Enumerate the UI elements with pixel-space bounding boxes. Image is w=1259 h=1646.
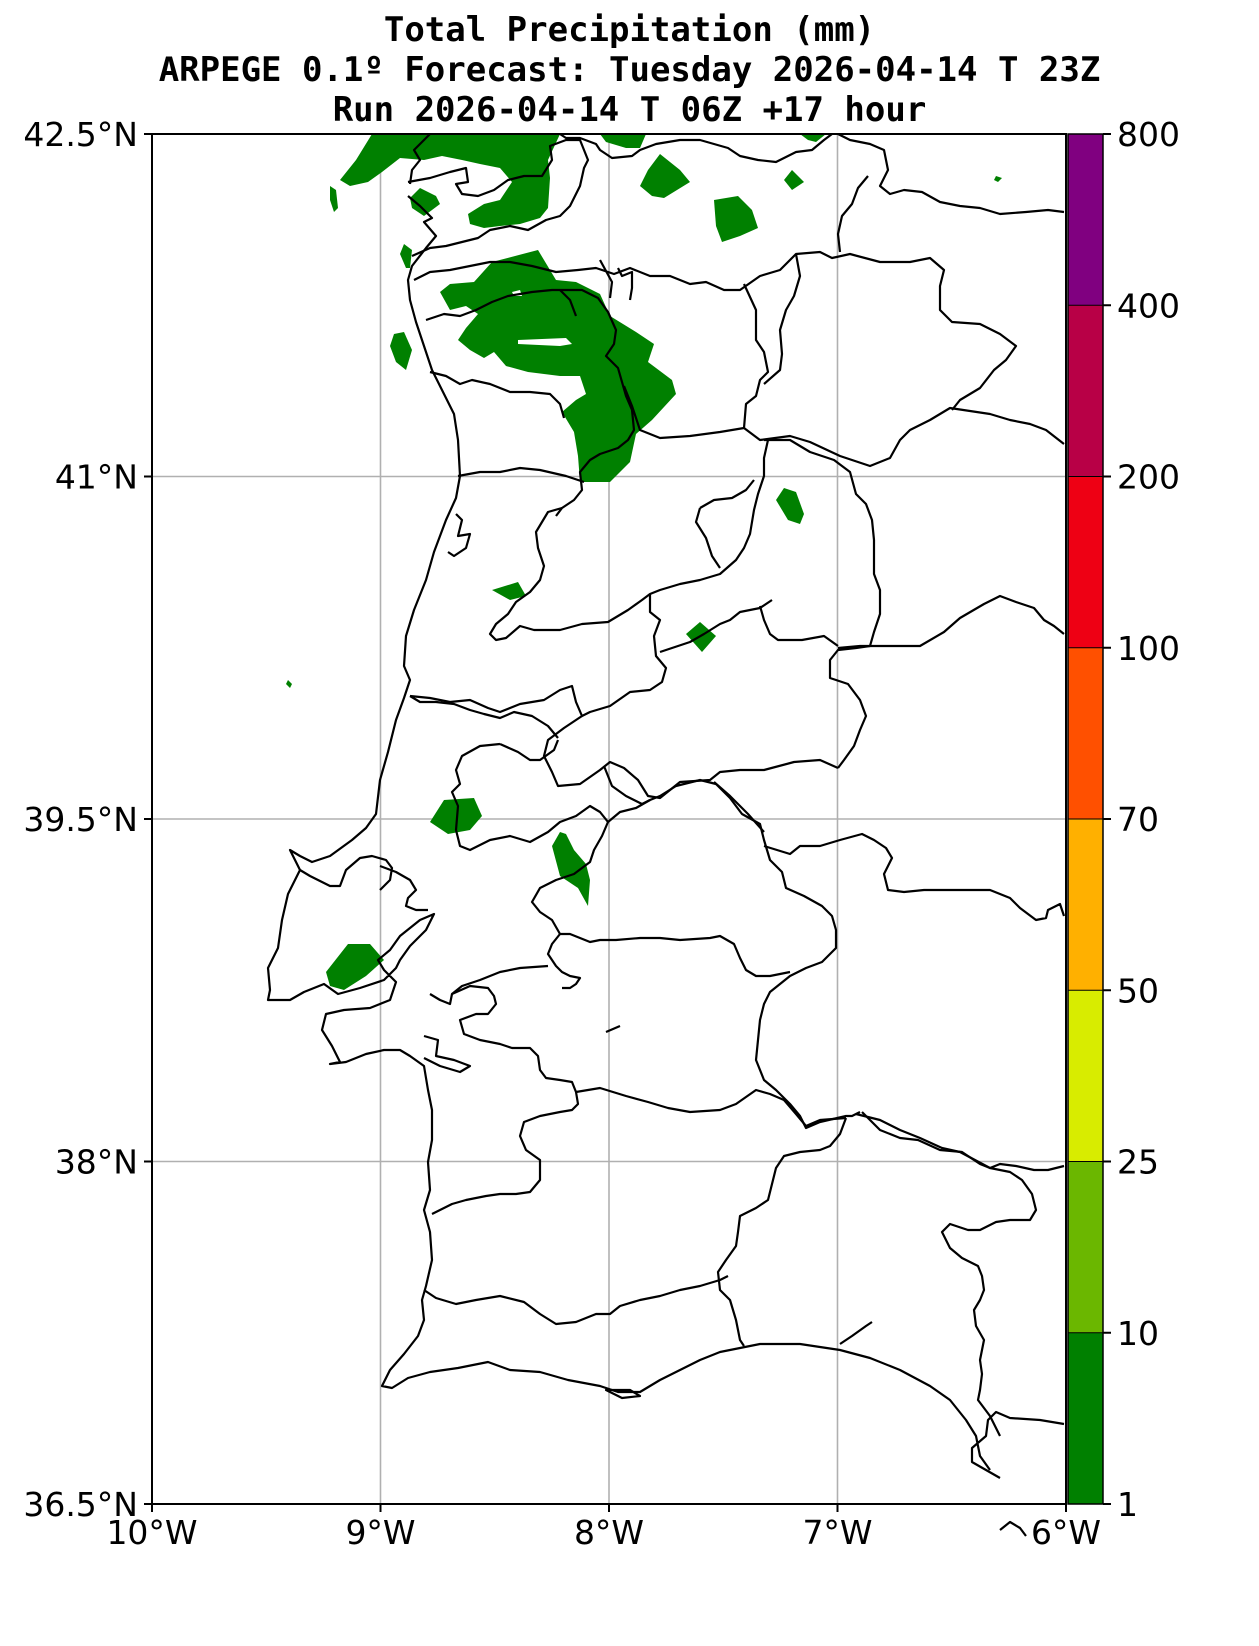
longitude-ticks: 10°W 9°W 8°W 7°W 6°W <box>106 1504 1101 1552</box>
colorbar-segment <box>1068 647 1103 819</box>
border <box>622 385 1065 468</box>
border <box>530 821 791 1034</box>
coastline <box>266 133 1065 1479</box>
precip-area <box>776 488 804 524</box>
border <box>409 594 668 718</box>
map-title: Total Precipitation (mm) <box>383 10 876 50</box>
border <box>407 138 590 258</box>
border <box>423 1275 729 1326</box>
colorbar-label: 50 <box>1117 971 1159 1010</box>
border <box>602 765 861 1130</box>
border <box>575 1086 847 1128</box>
border <box>542 715 839 800</box>
border <box>837 594 1065 650</box>
border <box>488 439 770 642</box>
precip-area <box>410 188 440 216</box>
estuary <box>839 1321 873 1345</box>
precip-area <box>800 134 826 142</box>
precip-area <box>400 244 412 268</box>
precip-area <box>430 798 482 834</box>
colorbar-label: 800 <box>1117 115 1180 154</box>
border <box>409 695 559 739</box>
precipitation-areas <box>286 134 1002 990</box>
colorbar-segment <box>1068 990 1103 1162</box>
run-subtitle: Run 2026-04-14 T 06Z +17 hour <box>332 90 927 130</box>
colorbar-segment <box>1068 305 1103 477</box>
colorbar-label: 10 <box>1117 1314 1159 1353</box>
y-tick-label: 39.5°N <box>23 800 138 839</box>
coastline-and-borders <box>266 133 1066 1537</box>
precip-area <box>390 332 412 370</box>
border <box>559 259 614 317</box>
colorbar-label: 200 <box>1117 458 1180 497</box>
precip-area <box>600 134 646 148</box>
border <box>659 479 773 654</box>
border <box>559 133 1065 216</box>
colorbar-segment <box>1068 134 1103 306</box>
x-tick-label: 6°W <box>1031 1513 1101 1552</box>
precip-area <box>492 582 526 600</box>
border <box>413 250 1018 411</box>
border <box>716 1117 848 1347</box>
border <box>861 1111 1065 1172</box>
border <box>499 739 560 762</box>
border <box>742 283 770 429</box>
colorbar-frame <box>1067 133 1104 1505</box>
precip-area <box>714 196 758 242</box>
border <box>425 288 636 517</box>
precip-area <box>330 186 338 212</box>
colorbar-segment <box>1068 1332 1103 1504</box>
border <box>713 781 1066 922</box>
border <box>855 1112 1038 1437</box>
x-tick-label: 7°W <box>802 1513 872 1552</box>
border <box>431 984 580 1215</box>
border <box>429 370 566 419</box>
x-tick-label: 10°W <box>106 1513 197 1552</box>
border <box>764 438 882 769</box>
precip-area <box>784 170 804 190</box>
y-tick-label: 42.5°N <box>23 115 138 154</box>
forecast-subtitle: ARPEGE 0.1º Forecast: Tuesday 2026-04-14… <box>158 50 1101 90</box>
precip-area <box>340 134 560 228</box>
border <box>299 854 428 912</box>
border <box>999 1520 1027 1537</box>
precip-area <box>326 944 384 990</box>
colorbar-segment <box>1068 476 1103 648</box>
colorbar-segment <box>1068 819 1103 991</box>
y-tick-label: 41°N <box>55 458 138 497</box>
border <box>836 175 869 253</box>
colorbar-label: 400 <box>1117 286 1180 325</box>
estuary <box>447 513 472 558</box>
border <box>457 466 585 484</box>
estuary <box>604 1388 642 1400</box>
colorbar-segment <box>1068 1161 1103 1333</box>
precip-area <box>552 832 590 906</box>
border <box>763 253 802 385</box>
precip-area <box>286 680 292 688</box>
y-tick-label: 38°N <box>55 1143 138 1182</box>
colorbar-label: 1 <box>1117 1485 1138 1524</box>
latitude-ticks: 42.5°N 41°N 39.5°N 38°N 36.5°N <box>23 115 152 1524</box>
precip-area <box>440 250 676 482</box>
border <box>617 267 634 301</box>
x-tick-label: 8°W <box>574 1513 644 1552</box>
colorbar-label: 70 <box>1117 800 1159 839</box>
precip-gap <box>518 338 572 346</box>
border <box>450 742 651 852</box>
colorbar-label: 100 <box>1117 629 1180 668</box>
precip-area <box>686 622 716 652</box>
precip-area <box>994 176 1002 182</box>
colorbar-label: 25 <box>1117 1143 1159 1182</box>
colorbar: 1 10 25 50 70 100 200 400 800 <box>1067 115 1180 1524</box>
y-tick-label: 36.5°N <box>23 1485 138 1524</box>
border <box>429 933 582 1006</box>
estuary <box>423 1034 472 1074</box>
border <box>758 605 839 647</box>
x-tick-label: 9°W <box>345 1513 415 1552</box>
precip-area <box>640 154 690 198</box>
